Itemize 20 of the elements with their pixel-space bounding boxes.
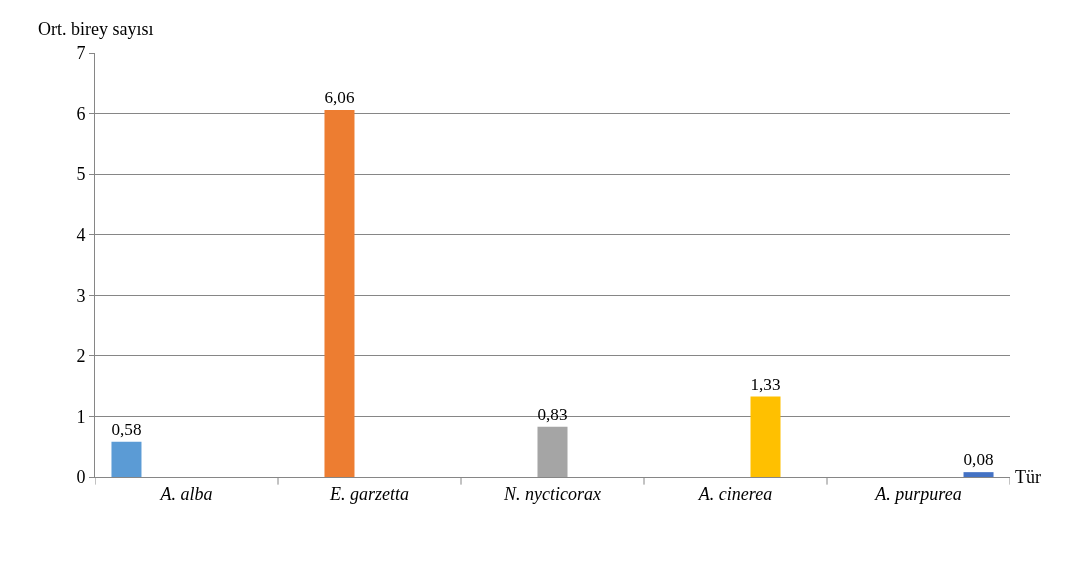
- x-tick-label: A. purpurea: [874, 483, 962, 504]
- data-label: 0,08: [963, 450, 994, 470]
- data-label: 6,06: [324, 88, 355, 108]
- y-tick-label: 1: [76, 406, 86, 427]
- y-tick-label: 6: [76, 103, 86, 124]
- x-axis-title: Tür: [1015, 467, 1041, 487]
- x-tick-label: A. alba: [159, 483, 213, 504]
- y-tick-label: 4: [76, 225, 86, 246]
- data-label: 0,83: [537, 404, 568, 424]
- y-axis-title: Ort. birey sayısı: [38, 19, 154, 39]
- y-tick-label: 0: [76, 467, 86, 488]
- y-tick-label: 2: [76, 346, 86, 367]
- data-label: 1,33: [750, 374, 781, 394]
- y-tick-label: 3: [76, 285, 86, 306]
- x-tick-label: N. nycticorax: [503, 483, 601, 504]
- x-tick-label: E. garzetta: [329, 483, 409, 504]
- x-tick-label: A. cinerea: [697, 483, 773, 504]
- y-tick-label: 7: [76, 43, 86, 64]
- data-label: 0,58: [111, 420, 142, 440]
- y-tick-label: 5: [76, 164, 86, 185]
